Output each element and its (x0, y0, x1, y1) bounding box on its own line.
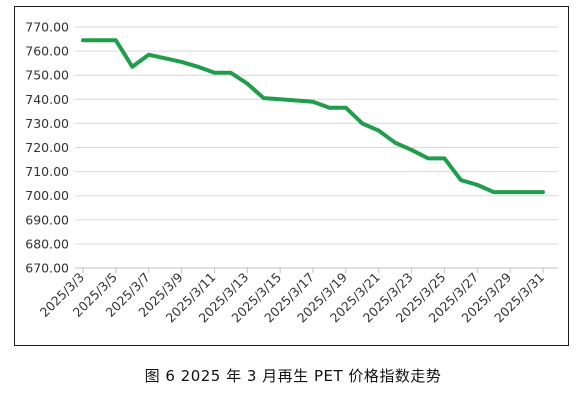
y-tick-label: 750.00 (25, 68, 69, 83)
data-point (312, 101, 314, 103)
data-point (279, 98, 281, 100)
y-tick-label: 740.00 (25, 92, 69, 107)
line-chart: 670.00 680.00 690.00 700.00 710.00 720.00 730.… (25, 20, 558, 325)
data-point (460, 179, 462, 181)
data-point (115, 39, 117, 41)
figure-caption: 图 6 2025 年 3 月再生 PET 价格指数走势 (144, 367, 442, 385)
data-point (197, 66, 199, 68)
y-tick-label: 770.00 (25, 20, 69, 35)
y-tick-label: 700.00 (25, 188, 69, 203)
data-point (345, 107, 347, 109)
data-point (378, 130, 380, 132)
data-point (98, 39, 100, 41)
data-point (328, 107, 330, 109)
data-point (148, 54, 150, 56)
data-point (246, 83, 248, 85)
y-tick-label: 690.00 (25, 212, 69, 227)
data-point (493, 191, 495, 193)
data-point (443, 157, 445, 159)
y-tick-label: 670.00 (25, 261, 69, 276)
data-point (526, 191, 528, 193)
y-tick-label: 710.00 (25, 164, 69, 179)
data-point (230, 72, 232, 74)
data-point (181, 61, 183, 63)
y-tick-label: 720.00 (25, 140, 69, 155)
y-tick-label: 680.00 (25, 236, 69, 251)
data-point (542, 191, 544, 193)
data-point (296, 100, 298, 102)
data-point (213, 72, 215, 74)
data-point (131, 66, 133, 68)
data-point (82, 39, 84, 41)
data-point (476, 184, 478, 186)
chart-frame: 670.00 680.00 690.00 700.00 710.00 720.00 730.… (14, 6, 569, 346)
data-point (411, 149, 413, 151)
series-line (81, 38, 545, 195)
data-point (361, 122, 363, 124)
data-point (263, 97, 265, 99)
y-tick-label: 730.00 (25, 116, 69, 131)
data-point (427, 157, 429, 159)
data-point (164, 57, 166, 59)
y-tick-label: 760.00 (25, 44, 69, 59)
data-point (509, 191, 511, 193)
data-point (394, 142, 396, 144)
